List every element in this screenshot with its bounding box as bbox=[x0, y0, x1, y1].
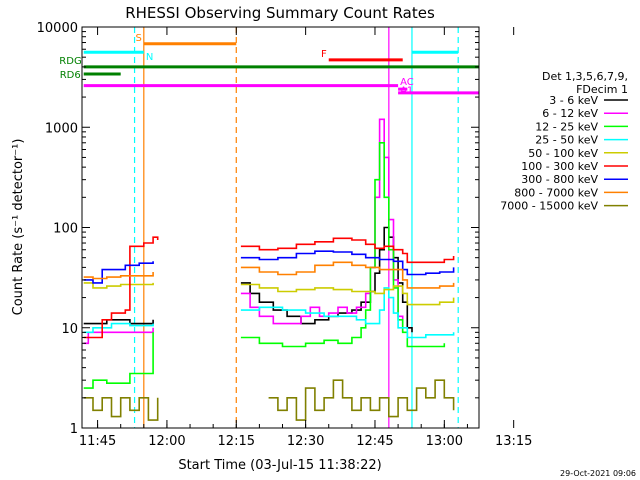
y-tick-label-2: 10 bbox=[61, 322, 78, 337]
series-line-5 bbox=[83, 282, 455, 306]
chart-title: RHESSI Observing Summary Count Rates bbox=[125, 4, 435, 22]
y-axis-label: Count Rate (s⁻¹ detector⁻¹) bbox=[11, 139, 26, 316]
plot-frame bbox=[81, 26, 480, 429]
x-tick-label-2: 12:00 bbox=[148, 434, 185, 449]
flag-label-7: A1 bbox=[400, 86, 413, 97]
flag-label-6: F bbox=[321, 49, 327, 60]
x-tick-label-7: 13:15 bbox=[495, 434, 532, 449]
flag-label-1: RD6 bbox=[60, 70, 81, 81]
y-tick-label-1: 1 bbox=[70, 422, 78, 437]
legend-label-2: 6 - 12 keV bbox=[542, 107, 598, 120]
legend-label-7: 300 - 800 keV bbox=[521, 173, 598, 186]
legend-title-line-1: Det 1,3,5,6,7,9, bbox=[542, 70, 628, 83]
legend-label-9: 7000 - 15000 keV bbox=[500, 200, 598, 213]
data-layer bbox=[83, 27, 459, 428]
footer-date: 29-Oct-2021 09:06 bbox=[560, 469, 636, 478]
flag-label-3: N bbox=[146, 52, 153, 63]
x-tick-label-1: 11:45 bbox=[79, 434, 116, 449]
x-tick-label-3: 12:15 bbox=[218, 434, 255, 449]
y-tick-label-5: 10000 bbox=[37, 21, 78, 36]
legend-label-4: 25 - 50 keV bbox=[535, 134, 598, 147]
series-line-4 bbox=[83, 287, 455, 339]
legend-label-6: 100 - 300 keV bbox=[521, 160, 598, 173]
series-line-6 bbox=[83, 236, 455, 339]
y-tick-label-4: 1000 bbox=[45, 121, 78, 136]
series-line-8 bbox=[83, 261, 455, 289]
x-tick-label-5: 12:45 bbox=[356, 434, 393, 449]
series-line-9 bbox=[83, 379, 455, 421]
series-line-7 bbox=[83, 250, 455, 284]
x-tick-label-4: 12:30 bbox=[287, 434, 324, 449]
flag-label-2: RDG bbox=[59, 56, 81, 67]
y-tick-label-3: 100 bbox=[53, 222, 78, 237]
flag-label-5: S bbox=[135, 33, 141, 44]
flag-label-9: AC bbox=[400, 77, 414, 88]
legend-label-8: 800 - 7000 keV bbox=[514, 186, 598, 199]
x-axis-label: Start Time (03-Jul-15 11:38:22) bbox=[178, 458, 381, 473]
legend-label-1: 3 - 6 keV bbox=[549, 94, 598, 107]
legend-label-3: 12 - 25 keV bbox=[535, 120, 598, 133]
legend-label-5: 50 - 100 keV bbox=[528, 147, 598, 160]
legend-title-line-2: FDecim 1 bbox=[576, 83, 628, 96]
axis-layer: 11:45 12:00 12:15 12:30 12:45 13:00 13:15 1 10 10… bbox=[37, 21, 533, 449]
x-tick-label-6: 13:00 bbox=[426, 434, 463, 449]
